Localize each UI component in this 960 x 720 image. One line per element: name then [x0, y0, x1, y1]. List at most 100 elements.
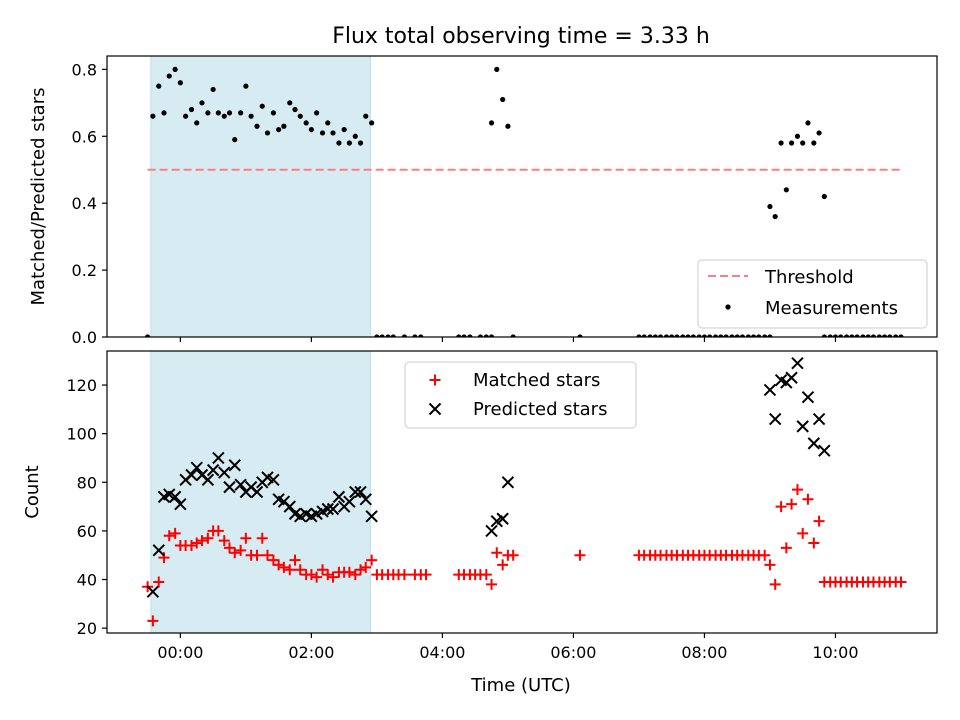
measurement-point: [750, 334, 757, 337]
y-tick-label: 20: [77, 619, 97, 638]
measurement-point: [199, 100, 205, 106]
measurement-point: [510, 334, 516, 337]
matched-stars-point: [256, 532, 268, 544]
measurement-point: [636, 334, 642, 337]
predicted-stars-point: [168, 490, 182, 504]
matched-stars-point: [196, 535, 208, 547]
legend-matched-swatch: [429, 374, 441, 386]
measurement-point: [685, 334, 691, 337]
measurement-point: [221, 113, 227, 119]
measurement-point: [794, 133, 801, 139]
measurement-point: [188, 106, 195, 113]
measurement-point: [893, 334, 899, 337]
matched-stars-point: [153, 576, 165, 588]
measurement-point: [205, 110, 211, 116]
matched-stars-point: [317, 564, 329, 576]
measurement-point: [319, 130, 326, 136]
measurement-point: [723, 334, 729, 337]
data-layer: [142, 356, 907, 627]
measurement-point: [330, 130, 336, 136]
y-axis-label: Matched/Predicted stars: [28, 88, 49, 306]
measurement-point: [821, 193, 827, 200]
matched-stars-point: [480, 569, 492, 581]
matched-stars-point: [895, 576, 907, 588]
measurement-point: [194, 120, 200, 126]
measurement-point: [641, 334, 647, 337]
legend-matched-label: Matched stars: [473, 370, 600, 391]
matched-stars-point: [802, 493, 814, 505]
measurement-point: [767, 203, 773, 210]
legend: Threshold Measurements: [697, 259, 928, 329]
measurement-point: [177, 80, 183, 86]
measurement-point: [772, 213, 778, 220]
matched-stars-point: [780, 542, 792, 554]
y-tick-label: 40: [77, 571, 97, 590]
measurement-point: [238, 110, 244, 116]
predicted-stars-point: [354, 485, 367, 499]
measurement-point: [287, 100, 293, 106]
predicted-stars-point: [791, 356, 804, 370]
matched-stars-point: [322, 569, 334, 581]
predicted-stars-point: [812, 412, 826, 426]
measurement-point: [254, 123, 260, 129]
matched-stars-point: [240, 532, 252, 544]
axes-frame: [106, 350, 938, 634]
predicted-stars-point: [146, 585, 160, 598]
legend-predicted-label: Predicted stars: [473, 399, 607, 420]
measurement-point: [461, 334, 467, 337]
matched-stars-point: [212, 525, 224, 537]
predicted-stars-point: [152, 544, 165, 557]
measurement-point: [849, 334, 855, 337]
matched-stars-point: [251, 549, 263, 561]
predicted-stars-point: [818, 444, 831, 457]
measurement-point: [500, 96, 506, 103]
x-tick-label: 04:00: [419, 643, 465, 662]
x-tick-label: 02:00: [288, 643, 334, 662]
predicted-stars-point: [763, 383, 777, 397]
matched-stars-point: [278, 561, 290, 573]
matched-stars-point: [305, 569, 317, 581]
measurement-point: [832, 334, 839, 337]
measurement-point: [418, 334, 424, 337]
matched-stars-point: [349, 569, 361, 581]
measurement-point: [778, 140, 784, 146]
predicted-stars-point: [768, 412, 782, 426]
measurement-point: [156, 83, 162, 89]
y-tick-label: 80: [77, 473, 97, 492]
predicted-stars-point: [496, 512, 509, 525]
measurement-point: [314, 110, 320, 116]
measurement-point: [477, 334, 484, 337]
matched-stars-point: [327, 571, 339, 583]
predicted-stars-point: [796, 420, 809, 433]
matched-stars-point: [360, 561, 372, 573]
matched-stars-point: [229, 547, 241, 559]
measurement-point: [783, 187, 789, 193]
matched-stars-point: [398, 569, 410, 581]
legend-measurements-swatch: [725, 304, 731, 310]
measurement-point: [494, 66, 500, 72]
measurement-point: [297, 113, 303, 119]
matched-stars-point: [759, 549, 771, 561]
predicted-stars-point: [212, 451, 225, 465]
matched-stars-point: [775, 501, 787, 513]
matched-stars-point: [366, 554, 378, 566]
matched-stars-point: [218, 535, 230, 547]
predicted-stars-point: [234, 478, 247, 491]
matched-stars-point: [764, 559, 776, 571]
measurement-point: [707, 334, 713, 337]
measurement-point: [696, 334, 702, 337]
matched-stars-point: [786, 498, 798, 510]
measurement-point: [401, 334, 408, 337]
measurement-point: [729, 334, 735, 337]
matched-stars-point: [186, 539, 198, 551]
predicted-stars-point: [223, 480, 236, 494]
matched-stars-point: [158, 552, 170, 564]
x-tick-label: 06:00: [550, 643, 596, 662]
predicted-stars-point: [185, 468, 198, 482]
observing-span: [150, 350, 371, 634]
measurement-point: [336, 140, 342, 146]
predicted-stars-point: [365, 510, 378, 523]
matched-stars-point: [491, 547, 503, 559]
measurement-point: [800, 140, 806, 146]
